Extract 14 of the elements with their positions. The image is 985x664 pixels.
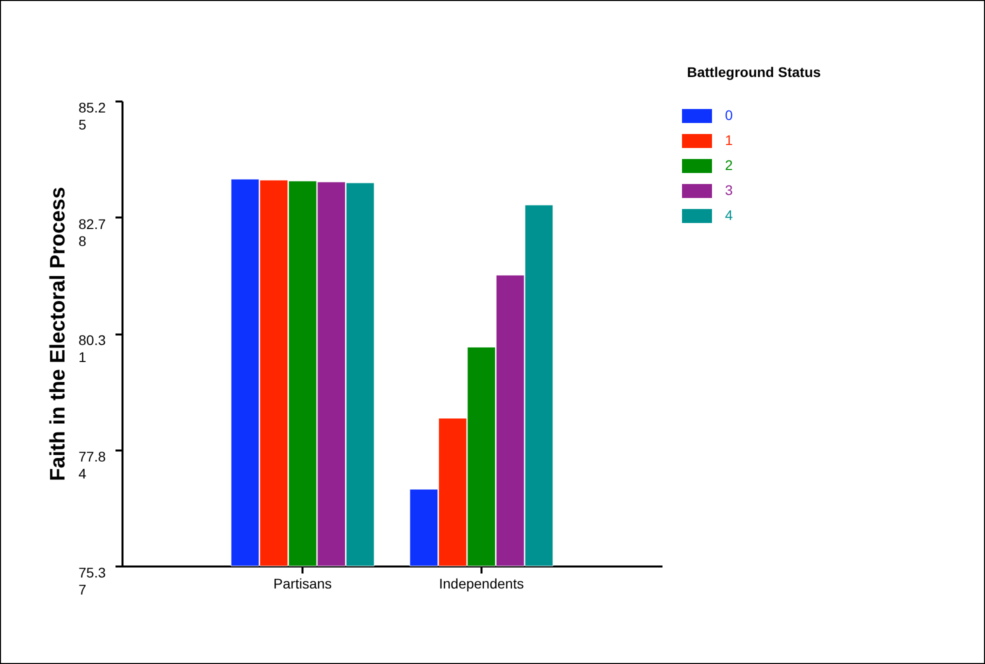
legend-label: 0 (725, 107, 733, 123)
legend-title: Battleground Status (687, 64, 821, 80)
y-tick-label: 80.3 1 (78, 332, 106, 365)
y-tick-label: 77.8 4 (78, 448, 106, 482)
y-axis-title: Faith in the Electoral Process (46, 186, 70, 482)
legend-label: 1 (725, 132, 733, 148)
y-tick-label: 85.2 5 (78, 100, 106, 132)
y-tick-label: 82.7 8 (78, 216, 106, 249)
x-tick-label: Independents (438, 576, 524, 592)
legend-label: 3 (725, 182, 733, 198)
x-tick-label: Partisans (273, 576, 332, 592)
y-tick-label: 75.3 7 (78, 564, 106, 598)
legend-label: 4 (725, 207, 733, 223)
legend-label: 2 (725, 157, 733, 173)
